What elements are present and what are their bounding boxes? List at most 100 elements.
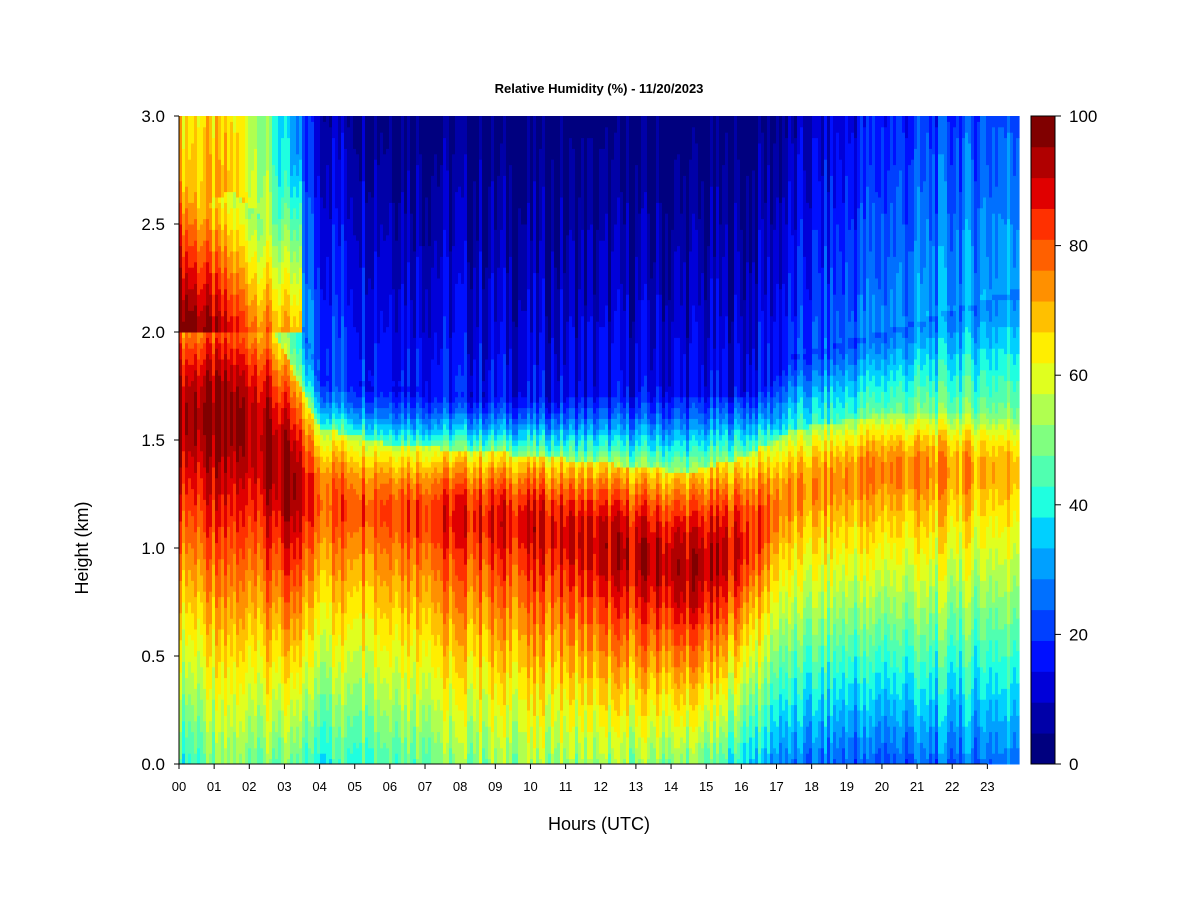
heatmap-cell [299, 310, 303, 333]
heatmap-cell [560, 197, 564, 290]
heatmap-cell [632, 445, 636, 452]
heatmap-cell [197, 558, 201, 592]
heatmap-cell [680, 510, 684, 522]
heatmap-cell [545, 450, 549, 457]
heatmap-cell [497, 672, 501, 706]
heatmap-cell [650, 413, 654, 425]
heatmap-cell [344, 434, 348, 441]
heatmap-cell [671, 445, 675, 457]
heatmap-cell [335, 472, 339, 490]
heatmap-cell [323, 629, 327, 662]
heatmap-cell [587, 515, 591, 571]
heatmap-cell [767, 423, 771, 430]
heatmap-cell [725, 440, 729, 452]
heatmap-cell [308, 197, 312, 290]
heatmap-cell [545, 494, 549, 511]
heatmap-cell [206, 666, 210, 700]
heatmap-cell [218, 288, 222, 311]
heatmap-cell [440, 477, 444, 495]
heatmap-cell [299, 180, 303, 203]
heatmap-cell [698, 580, 702, 608]
heatmap-cell [674, 456, 678, 468]
heatmap-cell [605, 396, 609, 409]
heatmap-cell [767, 542, 771, 571]
heatmap-cell [248, 612, 252, 646]
heatmap-cell [365, 704, 369, 738]
heatmap-cell [359, 553, 363, 581]
heatmap-cell [284, 116, 288, 171]
heatmap-cell [326, 558, 330, 587]
heatmap-cell [593, 294, 597, 387]
heatmap-cell [764, 429, 768, 436]
heatmap-cell [203, 467, 207, 500]
heatmap-cell [488, 467, 492, 479]
heatmap-cell [566, 612, 570, 646]
heatmap-cell [236, 294, 240, 317]
heatmap-cell [227, 704, 231, 738]
heatmap-cell [515, 440, 519, 446]
heatmap-cell [245, 348, 249, 365]
heatmap-cell [239, 310, 243, 333]
heatmap-cell [413, 251, 417, 338]
heatmap-cell [392, 456, 396, 468]
heatmap-cell [494, 618, 498, 652]
heatmap-cell [662, 499, 666, 511]
heatmap-cell [620, 369, 624, 403]
heatmap-cell [557, 742, 561, 765]
heatmap-cell [473, 413, 477, 419]
heatmap-cell [311, 607, 315, 641]
heatmap-cell [224, 369, 228, 473]
heatmap-cell [578, 548, 582, 576]
heatmap-cell [578, 413, 582, 425]
heatmap-cell [317, 402, 321, 414]
heatmap-cell [371, 116, 375, 198]
heatmap-cell [233, 191, 237, 209]
heatmap-cell [350, 386, 354, 403]
heatmap-cell [563, 747, 567, 765]
heatmap-cell [497, 575, 501, 608]
heatmap-cell [266, 116, 270, 171]
heatmap-cell [752, 456, 756, 468]
heatmap-cell [434, 450, 438, 463]
heatmap-cell [722, 634, 726, 657]
heatmap-cell [425, 413, 429, 425]
heatmap-cell [455, 391, 459, 398]
heatmap-cell [326, 380, 330, 392]
heatmap-cell [194, 305, 198, 333]
heatmap-cell [509, 710, 513, 743]
heatmap-cell [764, 396, 768, 409]
heatmap-cell [479, 116, 483, 160]
heatmap-cell [755, 456, 759, 468]
heatmap-cell [569, 483, 573, 500]
heatmap-cell [440, 434, 444, 441]
heatmap-cell [482, 531, 486, 560]
heatmap-cell [773, 321, 777, 382]
heatmap-cell [464, 661, 468, 695]
heatmap-cell [650, 456, 654, 468]
heatmap-cell [680, 429, 684, 436]
heatmap-cell [530, 240, 534, 333]
heatmap-cell [464, 504, 468, 538]
heatmap-cell [344, 521, 348, 549]
heatmap-cell [545, 639, 549, 673]
heatmap-cell [323, 602, 327, 630]
heatmap-cell [629, 526, 633, 587]
heatmap-cell [314, 677, 318, 711]
heatmap-cell [215, 197, 219, 209]
heatmap-cell [344, 391, 348, 409]
heatmap-cell [554, 499, 558, 522]
heatmap-cell [353, 148, 357, 236]
heatmap-cell [464, 537, 468, 565]
heatmap-cell [638, 494, 642, 506]
heatmap-cell [614, 683, 618, 711]
heatmap-cell [494, 650, 498, 684]
heatmap-cell [197, 591, 201, 619]
heatmap-cell [275, 526, 279, 554]
heatmap-cell [776, 472, 780, 490]
heatmap-cell [482, 688, 486, 722]
heatmap-cell [302, 467, 306, 517]
heatmap-cell [554, 418, 558, 430]
heatmap-cell [275, 116, 279, 176]
heatmap-cell [392, 402, 396, 414]
heatmap-cell [761, 402, 765, 414]
